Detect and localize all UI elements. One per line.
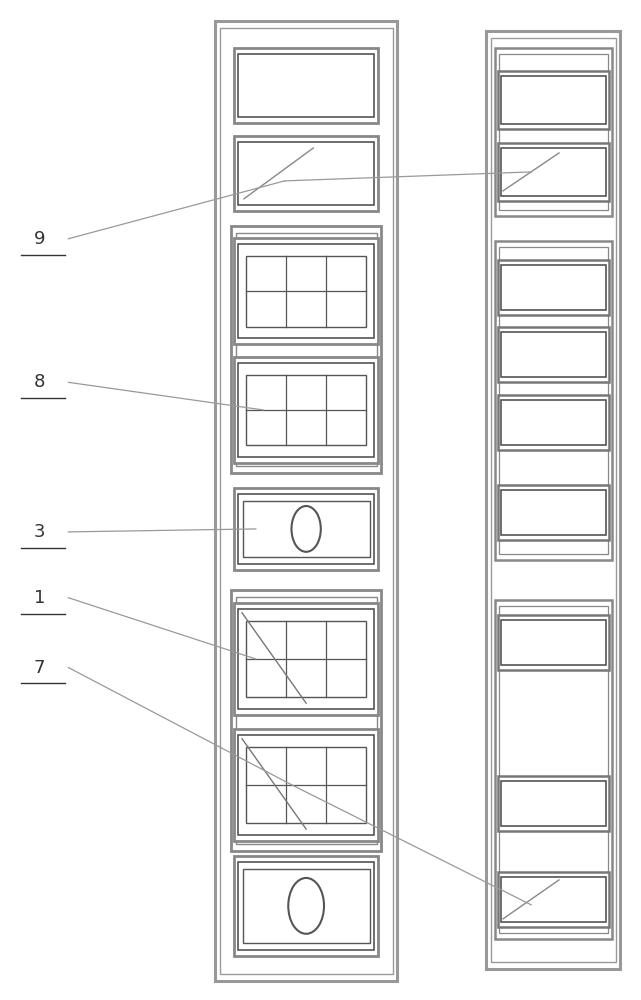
Text: 9: 9 (34, 230, 46, 248)
Bar (243, 501, 370, 557)
Bar (235, 48, 378, 123)
Bar (246, 747, 367, 823)
Bar (498, 143, 609, 201)
Text: 8: 8 (34, 373, 46, 391)
Bar (220, 28, 393, 974)
Bar (498, 71, 609, 129)
Bar (495, 600, 612, 939)
Bar (501, 400, 606, 445)
Bar (498, 485, 609, 540)
Bar (498, 615, 609, 670)
Bar (498, 260, 609, 315)
Bar (238, 735, 374, 835)
Bar (246, 375, 367, 445)
Bar (499, 247, 608, 554)
Bar (238, 609, 374, 709)
Bar (235, 488, 378, 570)
Bar (231, 590, 381, 851)
Bar (236, 233, 377, 466)
Bar (498, 872, 609, 927)
Bar (495, 48, 612, 216)
Bar (215, 21, 397, 981)
Bar (235, 238, 378, 344)
Bar (487, 31, 620, 969)
Bar (501, 332, 606, 377)
Bar (495, 241, 612, 560)
Bar (501, 877, 606, 922)
Bar (231, 226, 381, 473)
Bar (501, 781, 606, 826)
Bar (235, 729, 378, 841)
Text: 1: 1 (34, 589, 46, 607)
Bar (238, 54, 374, 117)
Bar (501, 620, 606, 665)
Bar (238, 862, 374, 950)
Text: 7: 7 (34, 659, 46, 677)
Bar (235, 603, 378, 715)
Bar (501, 76, 606, 124)
Bar (235, 136, 378, 211)
Bar (235, 357, 378, 463)
Bar (501, 490, 606, 535)
Bar (499, 606, 608, 933)
Bar (238, 142, 374, 205)
Bar (238, 494, 374, 564)
Bar (501, 265, 606, 310)
Bar (235, 856, 378, 956)
Bar (499, 54, 608, 210)
Bar (246, 256, 367, 327)
Text: 3: 3 (34, 523, 46, 541)
Bar (246, 621, 367, 697)
Bar (491, 38, 616, 962)
Bar (243, 869, 370, 943)
Bar (501, 148, 606, 196)
Bar (236, 597, 377, 844)
Bar (498, 327, 609, 382)
Bar (498, 395, 609, 450)
Bar (238, 244, 374, 338)
Bar (498, 776, 609, 831)
Bar (238, 363, 374, 457)
